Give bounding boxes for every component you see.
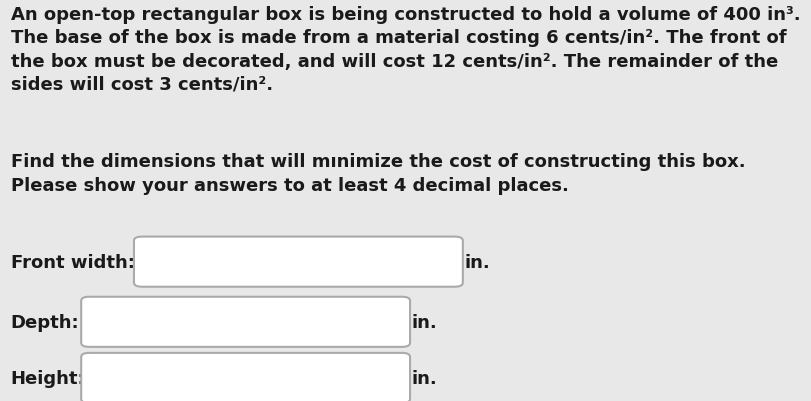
- Text: Find the dimensions that will mınimize the cost of constructing this box.
Please: Find the dimensions that will mınimize t…: [11, 153, 744, 194]
- Text: Height:: Height:: [11, 370, 85, 388]
- FancyBboxPatch shape: [81, 353, 410, 401]
- Text: Front width:: Front width:: [11, 254, 135, 271]
- Text: in.: in.: [411, 370, 437, 388]
- Text: in.: in.: [411, 314, 437, 332]
- FancyBboxPatch shape: [81, 297, 410, 347]
- Text: An open-top rectangular box is being constructed to hold a volume of 400 in³.
Th: An open-top rectangular box is being con…: [11, 6, 799, 94]
- FancyBboxPatch shape: [134, 237, 462, 287]
- Text: in.: in.: [464, 254, 490, 271]
- Text: Depth:: Depth:: [11, 314, 79, 332]
